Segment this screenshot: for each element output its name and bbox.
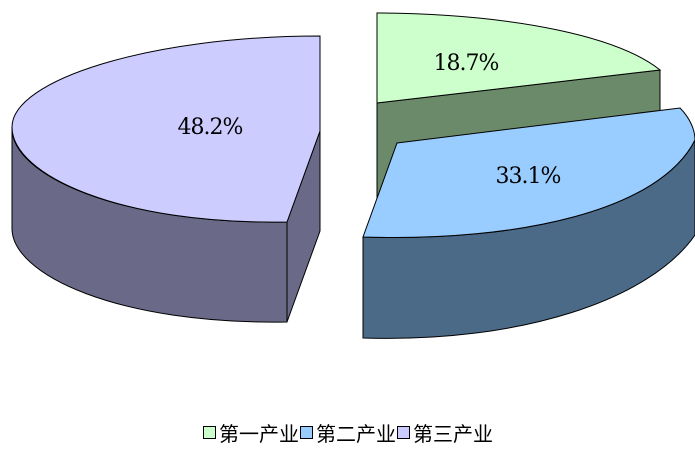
legend-item-tertiary: 第三产业 [396, 418, 493, 447]
slice-label-tertiary: 48.2% [178, 115, 243, 140]
legend-swatch-primary [203, 426, 216, 439]
slice-group-tertiary: 48.2% [11, 35, 321, 323]
slice-pie-secondary [362, 107, 695, 238]
slice-pie-primary [376, 12, 662, 104]
legend-swatch-secondary [300, 426, 313, 439]
legend-item-primary: 第一产业 [202, 418, 299, 447]
legend-item-secondary: 第二产业 [299, 418, 396, 447]
legend-swatch-tertiary [397, 426, 410, 439]
legend-label-tertiary: 第三产业 [413, 422, 493, 446]
slice-label-secondary: 33.1% [496, 164, 561, 189]
legend-label-secondary: 第二产业 [316, 422, 396, 446]
slice-group-secondary: 33.1% [362, 107, 695, 339]
legend: 第一产业 第二产业 第三产业 [0, 418, 695, 447]
legend-label-primary: 第一产业 [219, 422, 299, 446]
slice-pie-tertiary [11, 35, 321, 223]
pie-chart: 48.2% 18.7% 33.1% [11, 12, 695, 339]
slice-label-primary: 18.7% [434, 51, 499, 76]
